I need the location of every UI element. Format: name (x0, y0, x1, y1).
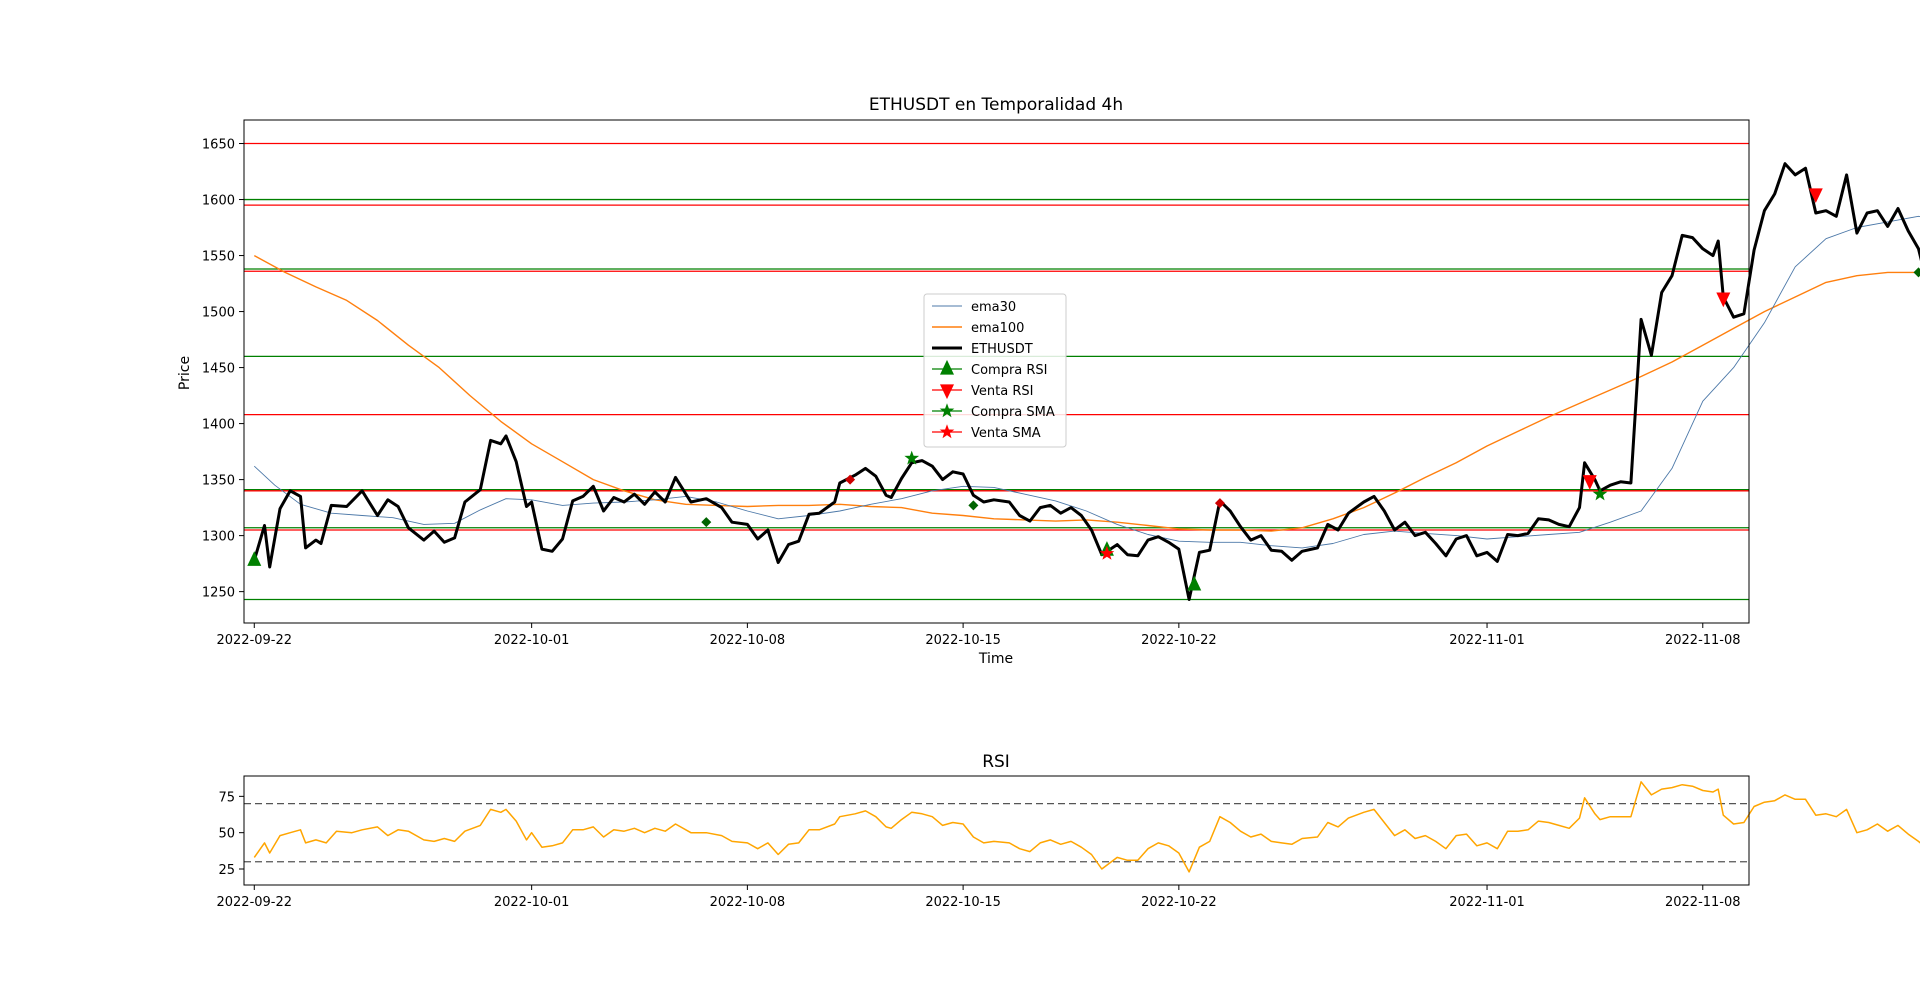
price-y-tick-label: 1400 (202, 418, 235, 433)
rsi-x-tick-label: 2022-10-08 (710, 895, 786, 910)
compra-sma-marker (1592, 486, 1608, 501)
legend-label-compra-sma: Compra SMA (971, 405, 1055, 420)
legend-swatch-venta-sma (939, 424, 955, 439)
signal-marker (701, 517, 712, 528)
compra-sma-marker (904, 450, 920, 465)
price-series-group (252, 162, 1920, 601)
price-panel: ETHUSDT en Temporalidad 4h Price Time 12… (177, 95, 1920, 667)
price-x-tick-label: 2022-10-08 (710, 633, 786, 648)
price-x-tick-label: 2022-11-08 (1665, 633, 1741, 648)
rsi-y-tick-label: 25 (218, 863, 235, 878)
venta-sma-marker (1099, 545, 1115, 560)
price-y-tick-label: 1600 (202, 194, 235, 209)
price-y-tick-label: 1350 (202, 474, 235, 489)
rsi-series-group (253, 781, 1920, 873)
ema30-line (253, 215, 1920, 549)
rsi-x-tick-label: 2022-09-22 (216, 895, 292, 910)
price-y-tick-label: 1300 (202, 530, 235, 545)
rsi-x-ticks: 2022-09-22 2022-10-01 2022-10-08 2022-10-15… (216, 885, 1741, 910)
legend-box (923, 293, 1067, 448)
compra-rsi-marker (247, 551, 262, 566)
price-y-tick-label: 1450 (202, 362, 235, 377)
price-x-ticks: 2022-09-22 2022-10-01 2022-10-08 2022-10-15… (216, 623, 1741, 648)
signal-marker (1214, 498, 1225, 509)
rsi-x-tick-label: 2022-11-01 (1449, 895, 1525, 910)
legend-label-venta-sma: Venta SMA (971, 426, 1041, 441)
rsi-reference-lines (244, 803, 1749, 863)
price-x-axis-label: Time (978, 651, 1013, 667)
rsi-plot-frame (243, 775, 1750, 886)
ethusdt-line (252, 162, 1920, 601)
ema100-line (253, 254, 1920, 532)
legend-label-compra-rsi: Compra RSI (971, 363, 1048, 378)
price-y-tick-label: 1500 (202, 306, 235, 321)
price-x-tick-label: 2022-10-01 (494, 633, 570, 648)
rsi-x-tick-label: 2022-11-08 (1665, 895, 1741, 910)
venta-rsi-marker (1716, 292, 1731, 308)
signal-markers (247, 188, 1920, 591)
rsi-y-tick-label: 50 (218, 827, 235, 842)
rsi-panel: RSI 25 50 75 2022-09-22 2022-10-01 2022-10-0… (216, 752, 1920, 910)
venta-rsi-marker (1582, 475, 1597, 490)
legend: ema30 ema100 ETHUSDT Compra RSI Venta RSI Com… (923, 293, 1067, 448)
rsi-x-tick-label: 2022-10-22 (1141, 895, 1217, 910)
price-y-tick-label: 1550 (202, 250, 235, 265)
price-x-tick-label: 2022-10-22 (1141, 633, 1217, 648)
legend-swatch-venta-rsi (940, 384, 954, 400)
signal-marker (968, 500, 979, 511)
legend-label-ema30: ema30 (971, 300, 1016, 315)
venta-rsi-marker (1808, 188, 1823, 204)
price-x-tick-label: 2022-10-15 (925, 633, 1001, 648)
rsi-y-tick-label: 75 (218, 790, 235, 805)
compra-rsi-marker (1187, 575, 1202, 591)
legend-label-ema100: ema100 (971, 321, 1024, 336)
signal-marker (1913, 267, 1920, 278)
rsi-chart-title: RSI (982, 752, 1010, 772)
legend-swatch-compra-sma (939, 403, 955, 418)
rsi-x-tick-label: 2022-10-01 (494, 895, 570, 910)
price-x-tick-label: 2022-09-22 (216, 633, 292, 648)
price-y-ticks: 1250 1300 1350 1400 1450 1500 1550 1600 1650 (202, 138, 244, 601)
price-chart-title: ETHUSDT en Temporalidad 4h (869, 95, 1123, 115)
rsi-line (253, 781, 1920, 873)
price-plot-frame (243, 119, 1750, 624)
price-y-tick-label: 1650 (202, 138, 235, 153)
price-x-tick-label: 2022-11-01 (1449, 633, 1525, 648)
legend-swatch-compra-rsi (940, 359, 954, 375)
legend-label-ethusdt: ETHUSDT (971, 342, 1033, 357)
signal-marker (845, 474, 856, 485)
price-y-axis-label: Price (177, 356, 193, 390)
horizontal-levels (244, 142, 1749, 601)
price-y-tick-label: 1250 (202, 586, 235, 601)
legend-label-venta-rsi: Venta RSI (971, 384, 1033, 399)
rsi-y-ticks: 25 50 75 (218, 790, 244, 878)
rsi-x-tick-label: 2022-10-15 (925, 895, 1001, 910)
